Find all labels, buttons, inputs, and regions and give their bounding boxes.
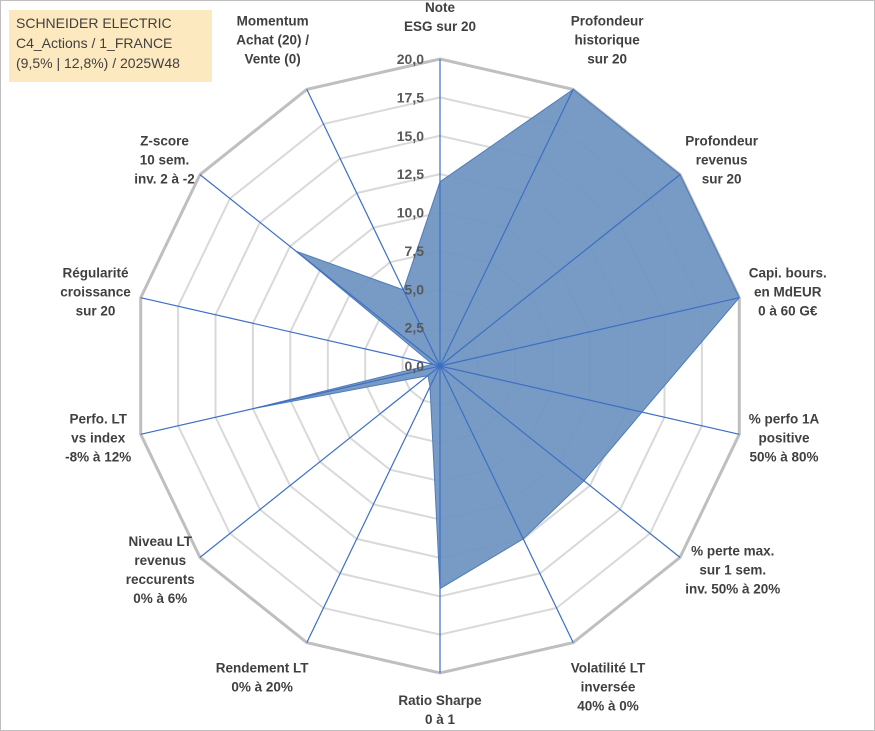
axis-label-12: Z-score 10 sem. inv. 2 à -2 [134,133,195,186]
axis-label-line: Vente (0) [244,52,300,67]
axis-label-line: positive [758,431,810,446]
axis-label-4: % perfo 1A positive 50% à 80% [749,412,820,465]
tick-label: 20,0 [397,51,424,67]
tick-label: 15,0 [397,128,424,144]
tick-label: 0,0 [405,358,425,374]
axis-spoke [439,365,574,643]
axis-spoke [306,89,441,367]
axis-label-8: Rendement LT 0% à 20% [216,660,310,694]
axis-label-line: Perfo. LT [69,412,127,427]
axis-label-line: 50% à 80% [749,450,818,465]
axis-label-line: inv. 2 à -2 [134,171,195,186]
axis-label-3: Capi. bours. en MdEUR 0 à 60 G€ [749,265,827,318]
title-company: SCHNEIDER ELECTRIC [16,15,172,31]
tick-label: 5,0 [405,281,425,297]
axis-label-13: Momentum Achat (20) / Vente (0) [236,14,309,67]
axis-label-line: revenus [696,152,748,167]
axis-label-6: Volatilité LT inversée 40% à 0% [571,660,646,713]
axis-label-0: Note ESG sur 20 [404,0,476,34]
axis-label-9: Niveau LT revenus reccurents 0% à 6% [126,534,195,606]
radar-spokes [140,59,740,673]
axis-label-line: Ratio Sharpe [398,693,482,708]
axis-label-line: % perte max. [691,544,774,559]
axis-label-line: reccurents [126,572,195,587]
axis-label-line: 0 à 1 [425,712,456,727]
axis-label-line: sur 1 sem. [699,563,766,578]
axis-label-line: Régularité [62,265,129,280]
axis-spoke [439,89,574,367]
axis-spoke [306,365,441,643]
axis-label-line: Momentum [237,14,309,29]
axis-label-line: 0% à 20% [231,679,293,694]
axis-label-line: sur 20 [587,52,627,67]
radar-tick-labels: 0,0 2,5 5,0 7,5 10,0 12,5 15,0 17,5 20,0 [397,51,424,374]
title-category: C4_Actions / 1_FRANCE [16,35,173,51]
axis-label-line: ESG sur 20 [404,19,476,34]
axis-label-line: vs index [71,431,126,446]
axis-spoke [439,365,740,435]
axis-label-line: Note [425,0,455,15]
tick-label: 12,5 [397,166,424,182]
axis-label-line: Capi. bours. [749,265,827,280]
axis-label-line: Niveau LT [129,534,193,549]
axis-label-line: historique [574,33,640,48]
axis-label-line: % perfo 1A [749,412,820,427]
axis-label-line: inv. 50% à 20% [685,582,780,597]
axis-label-2: Profondeur revenus sur 20 [685,133,758,186]
chart-title-box: SCHNEIDER ELECTRIC C4_Actions / 1_FRANCE… [9,10,212,82]
axis-spoke [439,365,681,558]
axis-label-5: % perte max. sur 1 sem. inv. 50% à 20% [685,544,780,597]
axis-label-line: sur 20 [702,171,742,186]
axis-label-line: revenus [134,553,186,568]
axis-label-line: Rendement LT [216,660,310,675]
axis-label-11: Régularité croissance sur 20 [60,265,131,318]
axis-label-line: sur 20 [76,303,116,318]
tick-label: 10,0 [397,205,424,221]
axis-label-line: 10 sem. [140,152,190,167]
tick-label: 17,5 [397,89,424,105]
axis-label-line: inversée [581,679,636,694]
axis-label-line: 0% à 6% [133,591,187,606]
axis-spoke [439,174,681,367]
axis-spoke [439,297,740,367]
axis-spoke [140,365,441,435]
axis-spoke [199,365,441,558]
axis-label-7: Ratio Sharpe 0 à 1 [398,693,482,727]
axis-spoke [199,174,441,367]
axis-label-line: Volatilité LT [571,660,646,675]
axis-label-line: Achat (20) / [236,33,309,48]
title-period: (9,5% | 12,8%) / 2025W48 [16,55,180,71]
axis-label-line: en MdEUR [754,284,822,299]
tick-label: 2,5 [405,320,425,336]
axis-label-line: 40% à 0% [577,698,639,713]
axis-label-line: Z-score [140,133,189,148]
axis-label-line: Profondeur [685,133,758,148]
radar-axis-labels: Note ESG sur 20 Profondeur historique sur 20… [60,0,827,727]
tick-label: 7,5 [405,243,425,259]
axis-label-line: 0 à 60 G€ [758,303,818,318]
axis-label-1: Profondeur historique sur 20 [571,14,644,67]
axis-label-line: croissance [60,284,131,299]
axis-spoke [140,297,441,367]
axis-label-10: Perfo. LT vs index -8% à 12% [65,412,131,465]
axis-label-line: Profondeur [571,14,644,29]
axis-label-line: -8% à 12% [65,450,131,465]
